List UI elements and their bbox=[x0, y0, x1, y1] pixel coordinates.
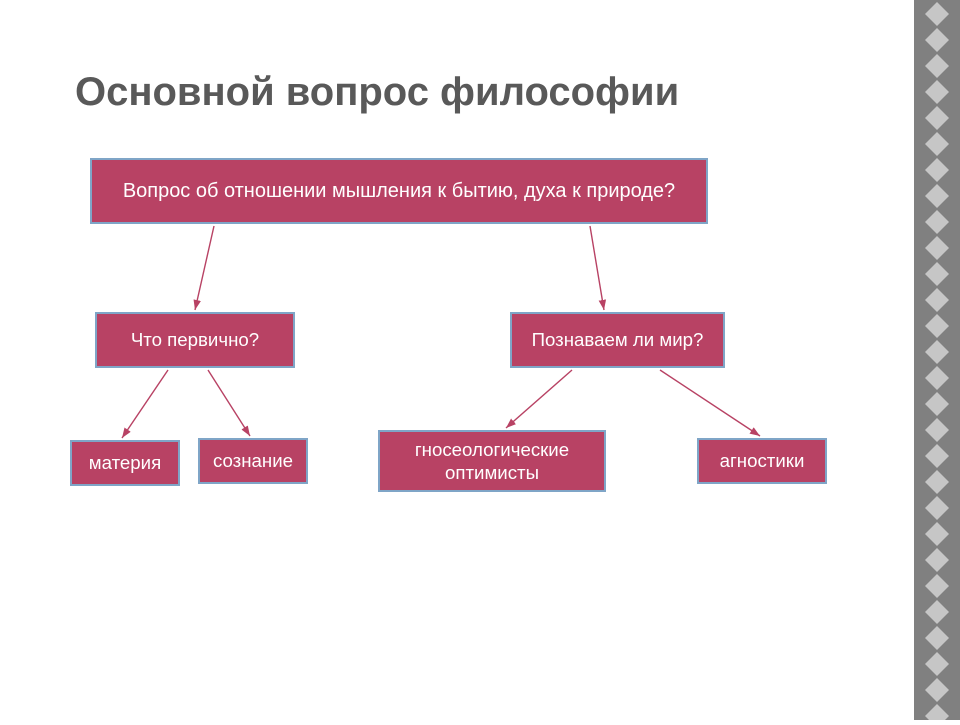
node-rr-label: агностики bbox=[720, 449, 805, 472]
slide-title: Основной вопрос философии bbox=[75, 70, 679, 115]
node-agnostics: агностики bbox=[697, 438, 827, 484]
node-right-label: Познаваем ли мир? bbox=[532, 328, 704, 351]
node-what-is-primary: Что первично? bbox=[95, 312, 295, 368]
node-ll-label: материя bbox=[89, 451, 161, 474]
node-root: Вопрос об отношении мышления к бытию, ду… bbox=[90, 158, 708, 224]
node-left-label: Что первично? bbox=[131, 328, 259, 351]
node-lr-label: сознание bbox=[213, 449, 293, 472]
node-rl-label: гносеологические оптимисты bbox=[386, 438, 598, 485]
slide-canvas: Основной вопрос философии Вопрос об отно… bbox=[0, 0, 960, 720]
node-gnoseo-optimists: гносеологические оптимисты bbox=[378, 430, 606, 492]
node-matter: материя bbox=[70, 440, 180, 486]
node-consciousness: сознание bbox=[198, 438, 308, 484]
node-is-knowable: Познаваем ли мир? bbox=[510, 312, 725, 368]
node-root-label: Вопрос об отношении мышления к бытию, ду… bbox=[123, 179, 675, 204]
side-decoration bbox=[914, 0, 960, 720]
